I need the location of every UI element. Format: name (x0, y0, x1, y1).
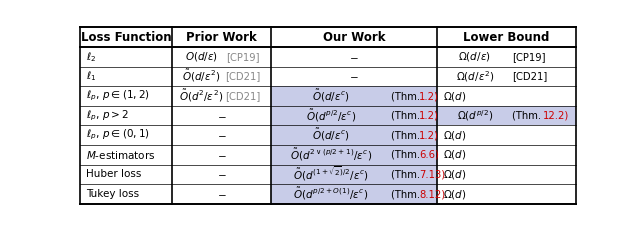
Bar (271, 106, 437, 125)
Text: Prior Work: Prior Work (186, 31, 257, 44)
Text: $\tilde{O}(d/\epsilon^c)$: $\tilde{O}(d/\epsilon^c)$ (312, 88, 349, 104)
Text: 7.13): 7.13) (419, 169, 445, 180)
Text: $\tilde{O}(d/\epsilon^c)$: $\tilde{O}(d/\epsilon^c)$ (312, 127, 349, 143)
Text: $\ell_p,\, p \in (0,1)$: $\ell_p,\, p \in (0,1)$ (86, 128, 150, 142)
Text: 1.2): 1.2) (419, 91, 439, 101)
Text: (Thm.: (Thm. (390, 169, 423, 180)
Text: $-$: $-$ (216, 111, 226, 121)
Text: Tukey loss: Tukey loss (86, 189, 139, 199)
Text: $\tilde{O}(d^{p/2}/\epsilon^c)$: $\tilde{O}(d^{p/2}/\epsilon^c)$ (306, 108, 356, 124)
Text: $\tilde{O}(d^{(1+\sqrt{2})/2}/\epsilon^c)$: $\tilde{O}(d^{(1+\sqrt{2})/2}/\epsilon^c… (293, 165, 369, 183)
Text: $M$-estimators: $M$-estimators (86, 149, 156, 161)
Text: $\Omega(d/\epsilon)$: $\Omega(d/\epsilon)$ (458, 50, 491, 63)
Text: $-$: $-$ (349, 52, 359, 62)
Text: (Thm.: (Thm. (512, 111, 545, 121)
Text: $\Omega(d)$: $\Omega(d)$ (443, 90, 467, 103)
Text: (Thm.: (Thm. (390, 91, 423, 101)
Text: 1.2): 1.2) (419, 130, 439, 140)
Text: (Thm.: (Thm. (390, 130, 423, 140)
Text: $\Omega(d)$: $\Omega(d)$ (443, 188, 467, 201)
Bar (437, 106, 576, 125)
Text: $\ell_2$: $\ell_2$ (86, 50, 96, 64)
Text: Lower Bound: Lower Bound (463, 31, 550, 44)
Text: $-$: $-$ (216, 130, 226, 140)
Text: (Thm.: (Thm. (390, 150, 423, 160)
Text: $\ell_p,\, p > 2$: $\ell_p,\, p > 2$ (86, 109, 129, 123)
Text: [CD21]: [CD21] (225, 91, 261, 101)
Text: [CD21]: [CD21] (512, 71, 547, 82)
Bar (271, 86, 437, 106)
Text: 1.2): 1.2) (419, 111, 439, 121)
Text: $\Omega(d)$: $\Omega(d)$ (443, 168, 467, 181)
Text: $O(d/\epsilon)$: $O(d/\epsilon)$ (185, 50, 218, 63)
Text: $\tilde{O}(d^{2\vee(p/2+1)}/\epsilon^c)$: $\tilde{O}(d^{2\vee(p/2+1)}/\epsilon^c)$ (290, 147, 372, 163)
Text: $-$: $-$ (216, 150, 226, 160)
Text: $-$: $-$ (216, 189, 226, 199)
Text: (Thm.: (Thm. (390, 111, 423, 121)
Text: 12.2): 12.2) (543, 111, 569, 121)
Text: $\tilde{O}(d^2/\epsilon^2)$: $\tilde{O}(d^2/\epsilon^2)$ (179, 88, 223, 104)
Text: [CP19]: [CP19] (227, 52, 260, 62)
Text: (Thm.: (Thm. (390, 189, 423, 199)
Text: 6.6): 6.6) (419, 150, 439, 160)
Text: 8.12): 8.12) (419, 189, 445, 199)
Text: $-$: $-$ (216, 169, 226, 180)
Text: $\ell_1$: $\ell_1$ (86, 70, 97, 83)
Text: Our Work: Our Work (323, 31, 385, 44)
Bar (271, 184, 437, 204)
Text: $\tilde{O}(d/\epsilon^2)$: $\tilde{O}(d/\epsilon^2)$ (182, 68, 221, 85)
Text: [CP19]: [CP19] (512, 52, 546, 62)
Bar (271, 125, 437, 145)
Bar (271, 145, 437, 165)
Text: $\Omega(d/\epsilon^2)$: $\Omega(d/\epsilon^2)$ (456, 69, 493, 84)
Text: $\ell_p,\, p \in (1,2)$: $\ell_p,\, p \in (1,2)$ (86, 89, 150, 103)
Text: $\Omega(d)$: $\Omega(d)$ (443, 129, 467, 142)
Text: [CD21]: [CD21] (225, 71, 261, 82)
Text: $\Omega(d)$: $\Omega(d)$ (443, 148, 467, 161)
Text: $\Omega(d^{p/2})$: $\Omega(d^{p/2})$ (456, 108, 493, 123)
Text: Huber loss: Huber loss (86, 169, 141, 180)
Bar (271, 165, 437, 184)
Text: Loss Function: Loss Function (81, 31, 171, 44)
Text: $\tilde{O}(d^{p/2+O(1)}/\epsilon^c)$: $\tilde{O}(d^{p/2+O(1)}/\epsilon^c)$ (293, 186, 369, 202)
Text: $-$: $-$ (349, 71, 359, 82)
